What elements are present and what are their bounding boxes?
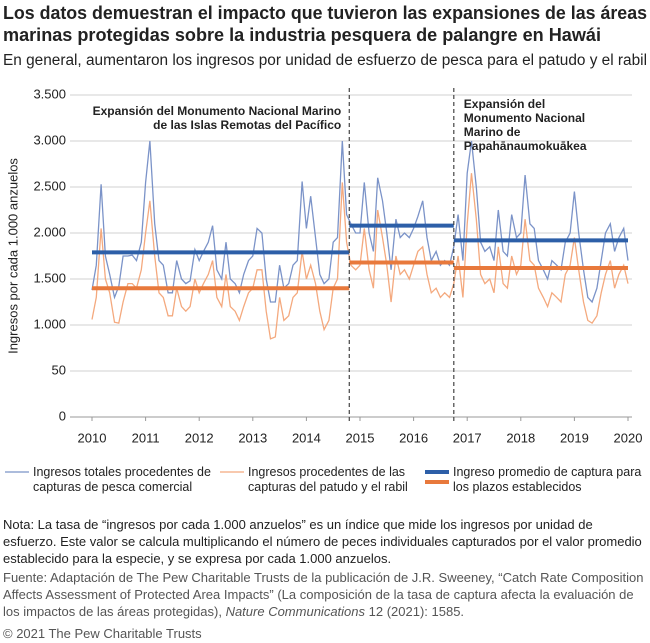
x-tick-label: 2012	[185, 430, 214, 445]
y-tick-label: 3.000	[33, 132, 66, 147]
y-tick-label: 2.500	[33, 178, 66, 193]
y-tick-label: 3.500	[33, 86, 66, 101]
x-tick-label: 2017	[453, 430, 482, 445]
legend-label: Ingresos totales procedentes de capturas…	[33, 465, 211, 494]
x-tick-label: 2016	[399, 430, 428, 445]
chart-subtitle: En general, aumentaron los ingresos por …	[3, 52, 647, 69]
source-journal: Nature Communications	[225, 604, 366, 619]
y-tick-label: 2.000	[33, 224, 66, 239]
x-tick-label: 2020	[614, 430, 643, 445]
y-axis-label: Ingresos por cada 1.000 anzuelos	[5, 158, 20, 354]
note: Nota: La tasa de “ingresos por cada 1.00…	[3, 517, 642, 566]
y-tick-label: 0	[59, 408, 66, 423]
x-tick-label: 2019	[560, 430, 589, 445]
x-tick-label: 2010	[78, 430, 107, 445]
chart-title: Los datos demuestran el impacto que tuvi…	[3, 3, 647, 23]
copyright: © 2021 The Pew Charitable Trusts	[3, 626, 202, 641]
chart-title: marinas protegidas sobre la industria pe…	[3, 25, 601, 45]
x-tick-label: 2015	[346, 430, 375, 445]
source-text: 12 (2021): 1585.	[365, 604, 465, 619]
annotation: Expansión del Monumento Nacional Marino …	[92, 104, 342, 132]
y-tick-label: 1.000	[33, 316, 66, 331]
x-tick-label: 2018	[506, 430, 535, 445]
series-line	[91, 140, 629, 304]
legend-label: Ingresos procedentes de las capturas del…	[248, 465, 408, 494]
x-tick-label: 2013	[238, 430, 267, 445]
legend-label: Ingreso promedio de captura para los pla…	[453, 465, 642, 494]
x-tick-label: 2014	[292, 430, 321, 445]
annotation: Expansión del Monumento Nacional Marino …	[463, 97, 587, 153]
x-tick-label: 2011	[132, 430, 160, 445]
series-line	[91, 173, 629, 340]
y-tick-label: 50	[52, 362, 66, 377]
y-tick-label: 1.500	[33, 270, 66, 285]
source: Fuente: Adaptación de The Pew Charitable…	[3, 569, 648, 620]
source-text: Fuente: Adaptación de The Pew Charitable…	[3, 570, 644, 619]
